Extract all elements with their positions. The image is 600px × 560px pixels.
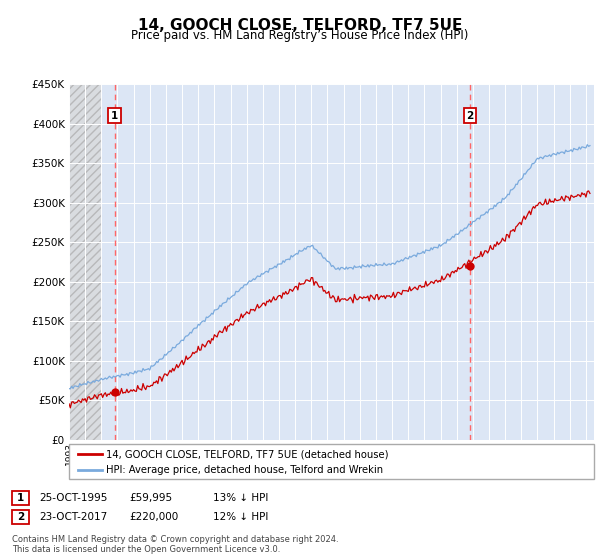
Text: £220,000: £220,000 bbox=[129, 512, 178, 522]
Text: 12% ↓ HPI: 12% ↓ HPI bbox=[213, 512, 268, 522]
Text: 25-OCT-1995: 25-OCT-1995 bbox=[39, 493, 107, 503]
Text: 14, GOOCH CLOSE, TELFORD, TF7 5UE (detached house): 14, GOOCH CLOSE, TELFORD, TF7 5UE (detac… bbox=[106, 449, 389, 459]
Text: £59,995: £59,995 bbox=[129, 493, 172, 503]
Text: 1: 1 bbox=[111, 111, 118, 120]
Text: Contains HM Land Registry data © Crown copyright and database right 2024.: Contains HM Land Registry data © Crown c… bbox=[12, 535, 338, 544]
Text: 14, GOOCH CLOSE, TELFORD, TF7 5UE: 14, GOOCH CLOSE, TELFORD, TF7 5UE bbox=[138, 18, 462, 33]
Text: 1: 1 bbox=[17, 493, 24, 503]
Text: This data is licensed under the Open Government Licence v3.0.: This data is licensed under the Open Gov… bbox=[12, 545, 280, 554]
Text: 2: 2 bbox=[17, 512, 24, 522]
Text: HPI: Average price, detached house, Telford and Wrekin: HPI: Average price, detached house, Telf… bbox=[106, 465, 383, 475]
Text: 2: 2 bbox=[466, 111, 473, 120]
Text: 23-OCT-2017: 23-OCT-2017 bbox=[39, 512, 107, 522]
Bar bbox=[69, 84, 101, 440]
Text: Price paid vs. HM Land Registry’s House Price Index (HPI): Price paid vs. HM Land Registry’s House … bbox=[131, 29, 469, 42]
Text: 13% ↓ HPI: 13% ↓ HPI bbox=[213, 493, 268, 503]
